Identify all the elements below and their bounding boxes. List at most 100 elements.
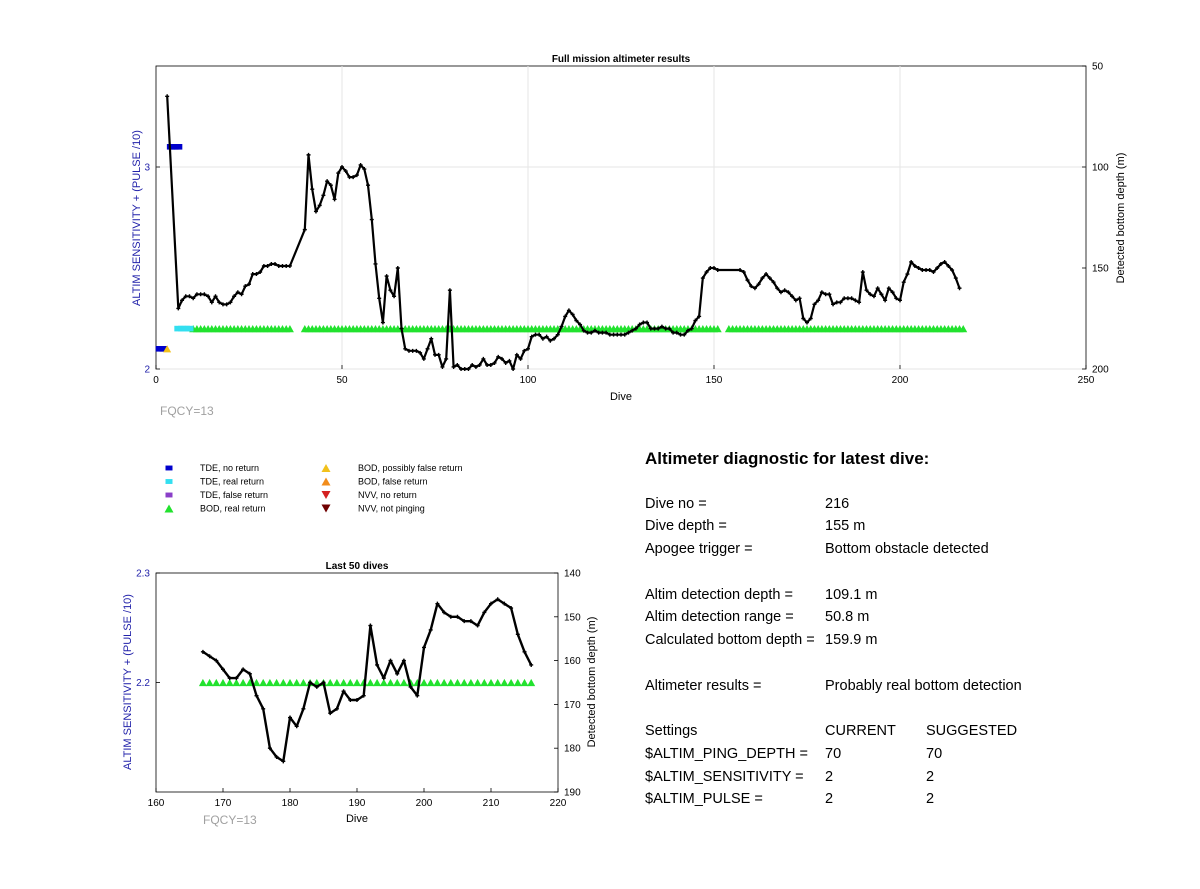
depth-point (704, 270, 709, 275)
y2-tick-label: 100 (1092, 163, 1109, 174)
full-mission-xlabel: Dive (610, 391, 632, 403)
depth-point (678, 332, 683, 337)
depth-point (198, 292, 203, 297)
depth-point (207, 654, 212, 659)
depth-point (749, 284, 754, 289)
depth-point (165, 94, 170, 99)
depth-point (619, 332, 623, 337)
x-tick-label: 200 (892, 375, 909, 386)
depth-point (756, 282, 761, 287)
last-50-fqcy: FQCY=13 (203, 813, 257, 827)
depth-point (334, 706, 339, 711)
bod-real-return-marker (232, 678, 241, 687)
legend-marker (321, 504, 331, 513)
depth-point (570, 312, 575, 317)
bod-real-return-marker (480, 678, 489, 687)
y2-tick-label: 50 (1092, 62, 1104, 73)
depth-point (410, 348, 415, 353)
depth-point (693, 318, 698, 323)
depth-point (343, 169, 348, 174)
bod-real-return-marker (420, 678, 428, 687)
depth-point (399, 326, 404, 331)
depth-point (511, 367, 516, 371)
diag-value-detection-range: 50.8 m (825, 609, 870, 625)
x-tick-label: 150 (706, 375, 723, 386)
depth-point (267, 746, 272, 751)
setting-suggested-sensitivity: 2 (926, 769, 935, 785)
legend-label: BOD, possibly false return (358, 463, 463, 473)
legend-marker (321, 490, 331, 500)
diag-label-detection-range: Altim detection range = (645, 609, 794, 625)
depth-point (633, 326, 638, 331)
depth-point (659, 324, 664, 329)
y2-tick-label: 200 (1092, 365, 1109, 376)
y2-tick-label: 190 (564, 788, 581, 799)
depth-point (442, 610, 447, 615)
depth-point (294, 724, 299, 729)
x-tick-label: 250 (1078, 375, 1095, 386)
last-50-depth-line (200, 597, 534, 764)
depth-point (321, 193, 326, 198)
depth-point (585, 330, 590, 335)
depth-point (522, 348, 527, 353)
settings-header-current: CURRENT (825, 723, 896, 739)
depth-point (217, 300, 222, 305)
depth-point (953, 276, 958, 281)
diag-label-dive-depth: Dive depth = (645, 518, 727, 534)
bod-real-return-marker (212, 678, 221, 687)
setting-suggested-ping-depth: 70 (926, 746, 943, 762)
depth-point (235, 290, 240, 295)
diag-label-altimeter-results: Altimeter results = (645, 678, 762, 694)
y2-tick-label: 150 (1092, 264, 1109, 275)
y-tick-label: 3 (144, 163, 150, 174)
depth-point (433, 352, 437, 357)
depth-point (615, 332, 620, 337)
depth-point (301, 706, 306, 711)
bod-real-return-marker (299, 678, 308, 687)
setting-current-pulse: 2 (825, 791, 834, 807)
depth-point (645, 320, 650, 325)
full-mission-ylabel: ALTIM SENSITIVITY + (PULSE /10) (131, 130, 143, 306)
depth-point (496, 354, 501, 359)
depth-point (313, 209, 318, 214)
depth-point (373, 261, 378, 266)
depth-point (540, 336, 545, 341)
depth-point (533, 332, 538, 337)
depth-point (526, 346, 530, 351)
bod-real-return-marker (379, 678, 388, 687)
depth-point (630, 328, 635, 333)
depth-point (481, 356, 486, 361)
depth-point (340, 165, 344, 169)
depth-point (901, 280, 906, 285)
depth-point (462, 367, 467, 371)
depth-point (176, 306, 181, 311)
depth-point (685, 328, 690, 333)
setting-current-ping-depth: 70 (825, 746, 842, 762)
depth-point (857, 300, 862, 305)
depth-point (273, 261, 278, 266)
bod-real-return-marker (259, 678, 268, 687)
depth-point (321, 680, 326, 685)
depth-point (924, 268, 929, 273)
bod-real-return-marker (466, 678, 475, 687)
depth-point (403, 346, 408, 351)
depth-point (689, 326, 694, 331)
diag-value-dive-depth: 155 m (825, 518, 866, 534)
depth-point (336, 171, 341, 176)
depth-point (354, 173, 359, 178)
bod-real-return-marker (959, 325, 968, 333)
legend-marker (165, 465, 173, 471)
depth-point (473, 364, 478, 369)
y-tick-label: 2.3 (136, 569, 150, 580)
bod-real-return-marker (366, 678, 375, 687)
return-marker (185, 325, 194, 332)
x-tick-label: 200 (416, 798, 433, 809)
depth-point (849, 296, 854, 301)
depth-point (502, 601, 507, 606)
depth-point (362, 167, 367, 172)
bod-real-return-marker (285, 325, 294, 333)
legend-label: NVV, no return (358, 490, 417, 500)
depth-point (537, 332, 542, 337)
depth-point (871, 294, 876, 299)
full-mission-marks (155, 144, 968, 353)
